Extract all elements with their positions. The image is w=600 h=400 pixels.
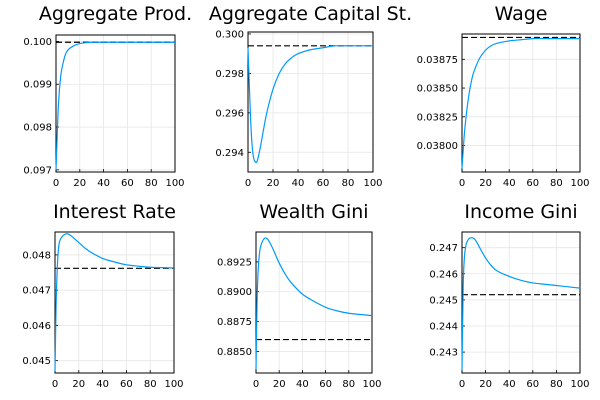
y-tick-label: 0.03875 (417, 55, 458, 66)
y-tick-label: 0.243 (429, 348, 458, 359)
y-tick-label: 0.296 (215, 108, 244, 119)
series-line (54, 233, 175, 372)
x-tick-label: 100 (362, 379, 381, 390)
series-line (247, 45, 373, 164)
y-tick-label: 0.03825 (417, 112, 458, 123)
x-tick-label: 40 (96, 379, 109, 390)
series-line (461, 237, 581, 371)
plot-frame (247, 31, 374, 173)
plot-frame (54, 231, 175, 374)
x-tick-label: 100 (570, 178, 589, 189)
y-tick-label: 0.045 (22, 356, 51, 367)
y-tick-label: 0.098 (23, 123, 52, 134)
x-tick-label: 80 (342, 178, 355, 189)
y-tick-label: 0.247 (429, 243, 458, 254)
x-tick-label: 20 (479, 379, 492, 390)
x-tick-label: 100 (164, 379, 183, 390)
x-tick-label: 40 (97, 178, 110, 189)
series-line (255, 237, 373, 370)
x-tick-label: 60 (526, 379, 539, 390)
x-tick-label: 40 (503, 379, 516, 390)
y-tick-label: 0.8900 (217, 287, 252, 298)
x-tick-label: 0 (253, 379, 259, 390)
y-tick-label: 0.100 (23, 37, 52, 48)
x-tick-label: 60 (121, 178, 134, 189)
x-tick-label: 40 (292, 178, 305, 189)
x-tick-label: 20 (479, 178, 492, 189)
x-tick-label: 40 (503, 178, 516, 189)
chart-panel-1: 0 20 40 60 80 100 0.097 0.098 0.099 0.100 Aggregat… (23, 3, 192, 189)
y-tick-label: 0.047 (22, 286, 51, 297)
x-tick-label: 80 (145, 178, 158, 189)
y-tick-label: 0.245 (429, 295, 458, 306)
x-tick-label: 0 (52, 379, 58, 390)
x-tick-label: 100 (363, 178, 382, 189)
plot-frame (255, 231, 373, 374)
chart-title: Aggregate Capital St. (209, 3, 412, 25)
chart-panel-3: 0 20 40 60 80 100 0.03800 0.03825 0.03850 0.03875… (417, 3, 590, 189)
y-tick-label: 0.298 (215, 69, 244, 80)
y-tick-label: 0.03800 (417, 141, 458, 152)
plot-frame (461, 33, 581, 173)
chart-panel-2: 0 20 40 60 80 100 0.294 0.296 0.298 0.300 Aggregat… (209, 3, 412, 189)
x-tick-label: 60 (319, 379, 332, 390)
series-line (461, 37, 581, 169)
y-tick-label: 0.246 (429, 269, 458, 280)
x-tick-label: 80 (342, 379, 355, 390)
chart-title: Wage (495, 3, 548, 25)
chart-title: Aggregate Prod. (39, 3, 192, 25)
x-tick-label: 40 (296, 379, 309, 390)
x-tick-label: 80 (144, 379, 157, 390)
y-tick-label: 0.046 (22, 321, 51, 332)
x-tick-label: 0 (53, 178, 59, 189)
series-line (55, 41, 175, 170)
y-tick-label: 0.8875 (217, 317, 252, 328)
x-tick-label: 20 (72, 379, 85, 390)
chart-title: Wealth Gini (259, 201, 368, 223)
y-tick-label: 0.300 (215, 29, 244, 40)
x-tick-label: 80 (550, 178, 563, 189)
plot-frame (55, 34, 176, 173)
x-tick-label: 60 (120, 379, 133, 390)
x-tick-label: 60 (526, 178, 539, 189)
y-tick-label: 0.048 (22, 250, 51, 261)
x-tick-label: 0 (459, 178, 465, 189)
y-tick-label: 0.8925 (217, 257, 252, 268)
x-tick-label: 20 (267, 178, 280, 189)
chart-title: Interest Rate (53, 201, 176, 223)
chart-title: Income Gini (464, 201, 577, 223)
x-tick-label: 80 (550, 379, 563, 390)
y-tick-label: 0.8850 (217, 347, 252, 358)
chart-panel-6: 0 20 40 60 80 100 0.243 0.244 0.245 0.246 0.247 Inc… (429, 201, 589, 390)
x-tick-label: 100 (570, 379, 589, 390)
y-tick-label: 0.03850 (417, 84, 458, 95)
chart-panel-5: 0 20 40 60 80 100 0.8850 0.8875 0.8900 0.8925 Weal… (217, 201, 382, 390)
plot-frame (461, 231, 581, 374)
x-tick-label: 60 (317, 178, 330, 189)
x-tick-label: 20 (273, 379, 286, 390)
y-tick-label: 0.097 (23, 165, 52, 176)
x-tick-label: 100 (165, 178, 184, 189)
chart-panel-4: 0 20 40 60 80 100 0.045 0.046 0.047 0.048 Interest… (22, 201, 183, 390)
y-tick-label: 0.099 (23, 80, 52, 91)
x-tick-label: 0 (459, 379, 465, 390)
y-tick-label: 0.294 (215, 148, 244, 159)
x-tick-label: 20 (73, 178, 86, 189)
y-tick-label: 0.244 (429, 322, 458, 333)
x-tick-label: 0 (245, 178, 251, 189)
